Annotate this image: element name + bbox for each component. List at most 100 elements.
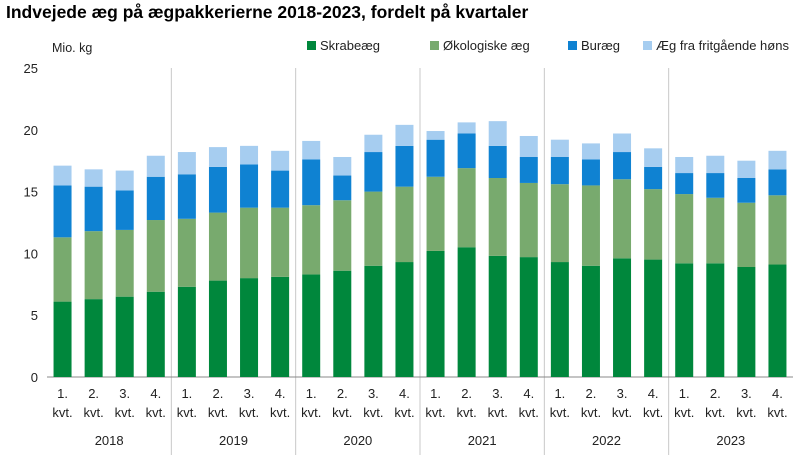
bar-segment bbox=[146, 291, 165, 377]
x-tick-label-unit: kvt. bbox=[84, 405, 104, 420]
bar-segment bbox=[613, 258, 632, 377]
x-tick-label-number: 2. bbox=[213, 386, 224, 401]
bar-segment bbox=[519, 135, 538, 157]
bar-segment bbox=[706, 173, 725, 198]
bar-segment bbox=[177, 218, 196, 287]
bar-segment bbox=[302, 274, 321, 377]
year-label: 2021 bbox=[468, 433, 497, 448]
bar-segment bbox=[115, 296, 134, 377]
bar-segment bbox=[146, 176, 165, 221]
bar-segment bbox=[644, 166, 663, 190]
x-tick-label-unit: kvt. bbox=[270, 405, 290, 420]
bar-segment bbox=[613, 152, 632, 180]
bar-segment bbox=[457, 122, 476, 134]
bar-segment bbox=[333, 200, 352, 271]
bar-segment bbox=[613, 179, 632, 259]
x-tick-label-number: 3. bbox=[244, 386, 255, 401]
x-tick-label-number: 2. bbox=[461, 386, 472, 401]
x-tick-label-unit: kvt. bbox=[736, 405, 756, 420]
x-tick-label-number: 1. bbox=[554, 386, 565, 401]
x-tick-label-number: 2. bbox=[586, 386, 597, 401]
bar-segment bbox=[240, 164, 259, 208]
bar-segment bbox=[240, 278, 259, 377]
chart-title: Indvejede æg på ægpakkerierne 2018-2023,… bbox=[6, 2, 529, 22]
year-label: 2020 bbox=[343, 433, 372, 448]
x-tick-label-unit: kvt. bbox=[457, 405, 477, 420]
x-tick-label-unit: kvt. bbox=[488, 405, 508, 420]
bar-segment bbox=[364, 152, 383, 192]
bar-segment bbox=[395, 145, 414, 187]
year-label: 2022 bbox=[592, 433, 621, 448]
x-tick-label-unit: kvt. bbox=[612, 405, 632, 420]
bar-segment bbox=[488, 145, 507, 179]
bar-segment bbox=[302, 205, 321, 275]
y-unit-label: Mio. kg bbox=[52, 41, 92, 55]
bar-segment bbox=[426, 176, 445, 251]
x-tick-label-number: 4. bbox=[150, 386, 161, 401]
legend-swatch bbox=[568, 41, 577, 50]
x-tick-label-unit: kvt. bbox=[177, 405, 197, 420]
bar-segment bbox=[395, 262, 414, 377]
x-tick-label-unit: kvt. bbox=[767, 405, 787, 420]
bar-segment bbox=[208, 147, 227, 167]
bar-segment bbox=[364, 265, 383, 377]
bar-segment bbox=[457, 168, 476, 248]
y-tick-label: 15 bbox=[24, 185, 38, 200]
bar-segment bbox=[84, 299, 103, 377]
y-tick-label: 5 bbox=[31, 308, 38, 323]
bar-segment bbox=[519, 182, 538, 258]
bar-segment bbox=[737, 266, 756, 377]
bar-segment bbox=[177, 152, 196, 175]
bar-segment bbox=[768, 264, 787, 377]
bar-segment bbox=[675, 173, 694, 195]
bar-segment bbox=[550, 262, 569, 377]
x-tick-label-unit: kvt. bbox=[52, 405, 72, 420]
x-tick-label-number: 1. bbox=[181, 386, 192, 401]
bar-segment bbox=[488, 255, 507, 377]
x-tick-label-unit: kvt. bbox=[550, 405, 570, 420]
x-tick-label-unit: kvt. bbox=[674, 405, 694, 420]
x-tick-label-unit: kvt. bbox=[705, 405, 725, 420]
bar-segment bbox=[581, 185, 600, 266]
bar-segment bbox=[706, 197, 725, 264]
x-tick-label-unit: kvt. bbox=[208, 405, 228, 420]
bar-segment bbox=[737, 202, 756, 267]
bar-segment bbox=[302, 159, 321, 206]
bar-segment bbox=[457, 247, 476, 377]
y-tick-label: 10 bbox=[24, 246, 38, 261]
x-tick-label-number: 3. bbox=[119, 386, 130, 401]
bar-segment bbox=[333, 175, 352, 201]
x-tick-label-number: 1. bbox=[306, 386, 317, 401]
bar-segment bbox=[271, 150, 290, 171]
legend-label: Skrabeæg bbox=[320, 38, 380, 53]
bar-segment bbox=[177, 174, 196, 219]
x-tick-label-unit: kvt. bbox=[301, 405, 321, 420]
bar-segment bbox=[644, 259, 663, 377]
bar-segment bbox=[457, 133, 476, 169]
legend-swatch bbox=[430, 41, 439, 50]
legend-label: Æg fra fritgående høns bbox=[656, 38, 789, 53]
bar-segment bbox=[426, 139, 445, 177]
bar-segment bbox=[53, 185, 72, 238]
y-tick-label: 0 bbox=[31, 370, 38, 385]
x-tick-label-unit: kvt. bbox=[581, 405, 601, 420]
x-tick-label-number: 4. bbox=[648, 386, 659, 401]
bar-segment bbox=[581, 265, 600, 377]
x-tick-label-number: 2. bbox=[710, 386, 721, 401]
year-label: 2019 bbox=[219, 433, 248, 448]
bar-segment bbox=[271, 170, 290, 208]
bar-segment bbox=[675, 263, 694, 377]
bar-segment bbox=[84, 231, 103, 300]
bar-segment bbox=[84, 169, 103, 187]
bar-segment bbox=[550, 139, 569, 157]
x-tick-label-unit: kvt. bbox=[519, 405, 539, 420]
x-tick-label-number: 2. bbox=[88, 386, 99, 401]
bar-segment bbox=[333, 156, 352, 176]
legend-swatch bbox=[307, 41, 316, 50]
bar-segment bbox=[644, 148, 663, 167]
x-tick-label-unit: kvt. bbox=[363, 405, 383, 420]
bar-segment bbox=[550, 184, 569, 263]
bar-segment bbox=[208, 280, 227, 377]
bar-segment bbox=[146, 155, 165, 177]
bar-segment bbox=[208, 166, 227, 213]
